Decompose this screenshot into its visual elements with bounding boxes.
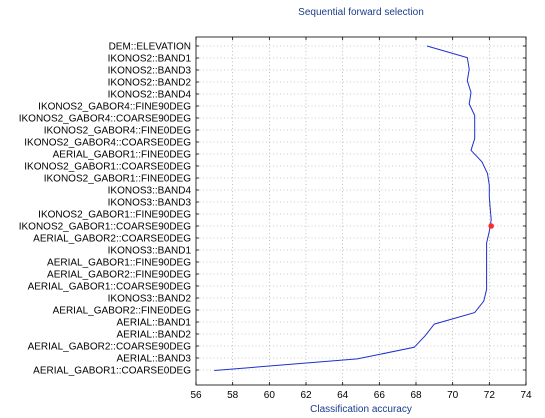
- y-tick-label: IKONOS2_GABOR4::FINE90DEG: [38, 102, 191, 113]
- y-tick-label: IKONOS2_GABOR1::COARSE90DEG: [19, 222, 192, 233]
- y-axis: DEM::ELEVATIONIKONOS2::BAND1IKONOS2::BAN…: [19, 42, 526, 377]
- y-tick-label: IKONOS2::BAND2: [108, 78, 192, 89]
- x-tick-label: 70: [447, 390, 459, 401]
- x-tick-label: 74: [520, 390, 532, 401]
- x-tick-label: 64: [337, 390, 349, 401]
- x-tick-label: 58: [227, 390, 239, 401]
- y-tick-label: AERIAL_GABOR2::COARSE0DEG: [33, 234, 191, 245]
- y-tick-label: IKONOS2::BAND1: [108, 54, 192, 65]
- y-tick-label: IKONOS2_GABOR4::COARSE90DEG: [19, 114, 192, 125]
- x-axis: 56 58 60 62 64 66 68 70 72 74: [190, 37, 532, 401]
- y-tick-label: IKONOS2_GABOR1::FINE90DEG: [38, 210, 191, 221]
- y-tick-label: AERIAL::BAND2: [117, 330, 192, 341]
- x-tick-label: 72: [484, 390, 496, 401]
- y-tick-label: AERIAL_GABOR2::COARSE90DEG: [28, 342, 192, 353]
- y-tick-label: AERIAL_GABOR2::FINE0DEG: [53, 306, 192, 317]
- y-tick-label: IKONOS2_GABOR1::FINE0DEG: [44, 174, 191, 185]
- x-tick-label: 66: [374, 390, 386, 401]
- y-tick-label: IKONOS2_GABOR4::COARSE0DEG: [24, 138, 191, 149]
- chart-title: Sequential forward selection: [298, 7, 424, 18]
- y-tick-label: AERIAL::BAND1: [117, 318, 192, 329]
- x-tick-label: 56: [190, 390, 202, 401]
- y-tick-label: AERIAL_GABOR1::FINE0DEG: [53, 150, 192, 161]
- y-tick-label: IKONOS2_GABOR4::FINE0DEG: [44, 126, 191, 137]
- y-tick-label: AERIAL_GABOR2::FINE90DEG: [47, 270, 191, 281]
- y-tick-label: AERIAL_GABOR1::COARSE0DEG: [33, 366, 191, 377]
- y-tick-label: IKONOS3::BAND1: [108, 246, 192, 257]
- y-tick-label: IKONOS2::BAND4: [108, 90, 192, 101]
- y-tick-label: IKONOS2_GABOR1::COARSE0DEG: [24, 162, 191, 173]
- y-tick-label: AERIAL_GABOR1::FINE90DEG: [47, 258, 191, 269]
- x-tick-label: 68: [410, 390, 422, 401]
- x-tick-label: 60: [264, 390, 276, 401]
- y-tick-label: DEM::ELEVATION: [109, 42, 191, 53]
- y-tick-label: AERIAL_GABOR1::COARSE90DEG: [28, 282, 192, 293]
- y-tick-label: IKONOS3::BAND3: [108, 198, 192, 209]
- plot-frame: [195, 36, 527, 386]
- y-tick-label: AERIAL::BAND3: [117, 354, 192, 365]
- best-point-marker: [488, 223, 494, 229]
- x-tick-label: 62: [300, 390, 312, 401]
- y-tick-label: IKONOS3::BAND2: [108, 294, 192, 305]
- y-tick-label: IKONOS2::BAND3: [108, 66, 192, 77]
- y-tick-label: IKONOS3::BAND4: [108, 186, 192, 197]
- x-axis-label: Classification accuracy: [310, 404, 412, 415]
- grid: [196, 37, 526, 385]
- series: [214, 45, 494, 371]
